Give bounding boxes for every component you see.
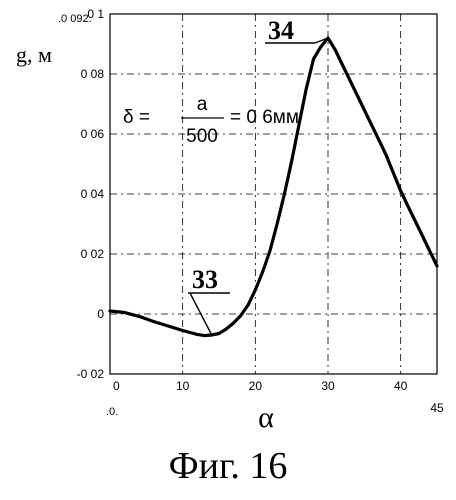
series-line — [110, 38, 437, 336]
x-tick-label: 20 — [249, 379, 263, 393]
figure-caption: Фиг. 16 — [169, 445, 288, 487]
y-tick-label: 0 06 — [81, 127, 105, 141]
x-tick-label: 45 — [430, 401, 444, 415]
formula-rhs: = 0 6мм — [230, 107, 299, 128]
annotation-34-label: 34 — [268, 16, 294, 45]
x-start-label: .0. — [106, 406, 118, 418]
x-tick-label: 0 — [113, 379, 120, 393]
y-axis-label: g, м — [16, 42, 52, 67]
annotation-33-label: 33 — [192, 265, 218, 294]
y-tick-label: 0 — [97, 307, 104, 321]
formula: δ = a 500 = 0 6мм — [123, 94, 299, 147]
y-tick-label: 0 08 — [81, 67, 105, 81]
y-tick-label: 0 04 — [81, 187, 105, 201]
x-tick-labels: 0 10 20 30 40 45 — [113, 379, 444, 415]
y-top-label: .0 092. — [58, 13, 92, 25]
annotation-33: 33 — [188, 265, 230, 335]
formula-numerator: a — [197, 94, 208, 115]
x-tick-label: 40 — [394, 379, 408, 393]
y-tick-labels: 0 10 080 060 040 020-0 02 — [77, 7, 105, 381]
y-tick-label: 0 02 — [81, 247, 105, 261]
grid-lines — [110, 14, 437, 374]
annotation-33-leader — [190, 293, 212, 335]
formula-lhs: δ = — [123, 107, 150, 128]
x-axis-label: α — [258, 401, 274, 434]
x-tick-label: 10 — [176, 379, 190, 393]
formula-denominator: 500 — [186, 126, 218, 147]
annotation-34: 34 — [265, 16, 328, 45]
y-tick-label: -0 02 — [77, 367, 105, 381]
x-tick-label: 30 — [321, 379, 335, 393]
